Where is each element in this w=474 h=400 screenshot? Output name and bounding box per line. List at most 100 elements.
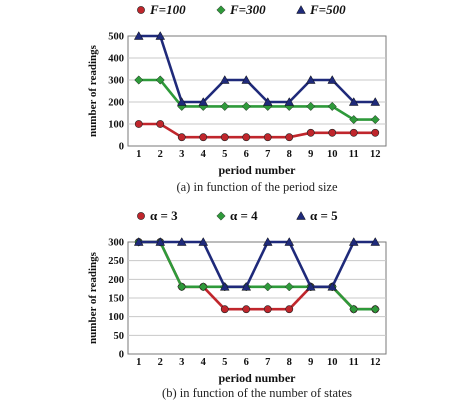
x-axis-label: period number — [218, 371, 296, 385]
data-point — [348, 237, 359, 246]
data-point — [220, 101, 230, 111]
data-point — [242, 133, 251, 142]
data-point — [370, 97, 381, 106]
data-point — [220, 133, 229, 142]
data-point — [133, 237, 144, 246]
series-line-2 — [138, 240, 376, 289]
legend-marker-0 — [137, 212, 145, 220]
legend: α = 3 α = 4 α = 5 — [137, 208, 338, 223]
legend-marker-1 — [216, 211, 226, 221]
x-tick-label: 4 — [201, 357, 207, 368]
data-point — [262, 97, 273, 106]
x-tick-label: 2 — [158, 357, 163, 368]
data-point — [263, 305, 272, 314]
legend-label: F=100 — [149, 2, 186, 17]
y-tick-label: 100 — [108, 312, 124, 323]
data-point — [371, 128, 380, 137]
data-point — [306, 128, 315, 137]
caption: (a) in function of the period size — [176, 180, 338, 194]
legend-marker-2 — [296, 5, 306, 14]
x-tick-label: 1 — [136, 357, 141, 368]
data-point — [370, 237, 381, 246]
data-point — [155, 237, 166, 246]
legend-marker-1 — [216, 5, 226, 15]
y-tick-label: 300 — [108, 76, 124, 87]
y-axis-label: number of readings — [87, 44, 99, 137]
data-point — [284, 97, 295, 106]
y-tick-label: 0 — [119, 142, 124, 153]
data-point — [156, 120, 165, 128]
x-tick-label: 3 — [179, 357, 184, 368]
y-tick-label: 200 — [108, 98, 124, 109]
y-tick-label: 100 — [108, 120, 124, 131]
data-point — [198, 237, 209, 246]
data-point — [328, 128, 337, 137]
data-point — [219, 75, 230, 84]
caption: (b) in function of the number of states — [162, 386, 352, 400]
series-line-1 — [138, 78, 376, 121]
data-point — [285, 305, 294, 314]
x-tick-label: 9 — [308, 357, 313, 368]
data-point — [370, 304, 380, 314]
data-point — [263, 133, 272, 142]
data-point — [306, 101, 316, 111]
x-tick-label: 4 — [201, 149, 207, 160]
x-tick-label: 7 — [265, 357, 270, 368]
y-tick-label: 0 — [119, 350, 124, 361]
legend-marker-2 — [296, 211, 306, 220]
data-point — [349, 128, 358, 137]
y-tick-label: 150 — [108, 294, 124, 305]
data-point — [241, 281, 252, 291]
data-point — [327, 101, 337, 111]
data-point — [176, 97, 187, 106]
data-point — [133, 31, 144, 40]
legend-label: F=300 — [229, 2, 266, 17]
data-point — [370, 115, 380, 125]
data-point — [199, 133, 208, 142]
data-point — [177, 282, 187, 292]
x-tick-label: 6 — [244, 357, 249, 368]
x-axis-label: period number — [218, 163, 296, 177]
data-point — [219, 281, 230, 291]
data-point — [262, 237, 273, 246]
x-tick-label: 8 — [287, 357, 292, 368]
x-tick-label: 11 — [349, 149, 359, 160]
data-point — [327, 281, 338, 291]
data-point — [220, 305, 229, 314]
data-point — [155, 75, 165, 85]
x-tick-label: 8 — [287, 149, 292, 160]
data-point — [134, 75, 144, 85]
data-point — [348, 97, 359, 106]
data-point — [285, 133, 294, 142]
x-tick-label: 12 — [370, 357, 381, 368]
data-point — [263, 282, 273, 292]
legend: F=100 F=300 F=500 — [137, 2, 346, 17]
data-point — [284, 237, 295, 246]
y-tick-label: 50 — [114, 331, 125, 342]
legend-label: α = 5 — [310, 208, 338, 223]
legend-label: α = 3 — [150, 208, 178, 223]
x-tick-label: 6 — [244, 149, 249, 160]
data-point — [198, 97, 209, 106]
data-point — [155, 31, 166, 40]
x-tick-label: 11 — [349, 357, 359, 368]
x-tick-label: 2 — [158, 149, 163, 160]
data-point — [327, 75, 338, 84]
legend-label: α = 4 — [230, 208, 258, 223]
data-point — [176, 237, 187, 246]
data-point — [305, 75, 316, 84]
data-point — [284, 282, 294, 292]
y-tick-label: 500 — [108, 32, 124, 43]
y-tick-label: 250 — [108, 256, 124, 267]
x-tick-label: 3 — [179, 149, 184, 160]
data-point — [349, 115, 359, 125]
data-point — [242, 305, 251, 314]
data-point — [241, 101, 251, 111]
data-point — [198, 282, 208, 292]
data-point — [241, 75, 252, 84]
y-tick-label: 400 — [108, 54, 124, 65]
y-tick-label: 300 — [108, 238, 124, 249]
